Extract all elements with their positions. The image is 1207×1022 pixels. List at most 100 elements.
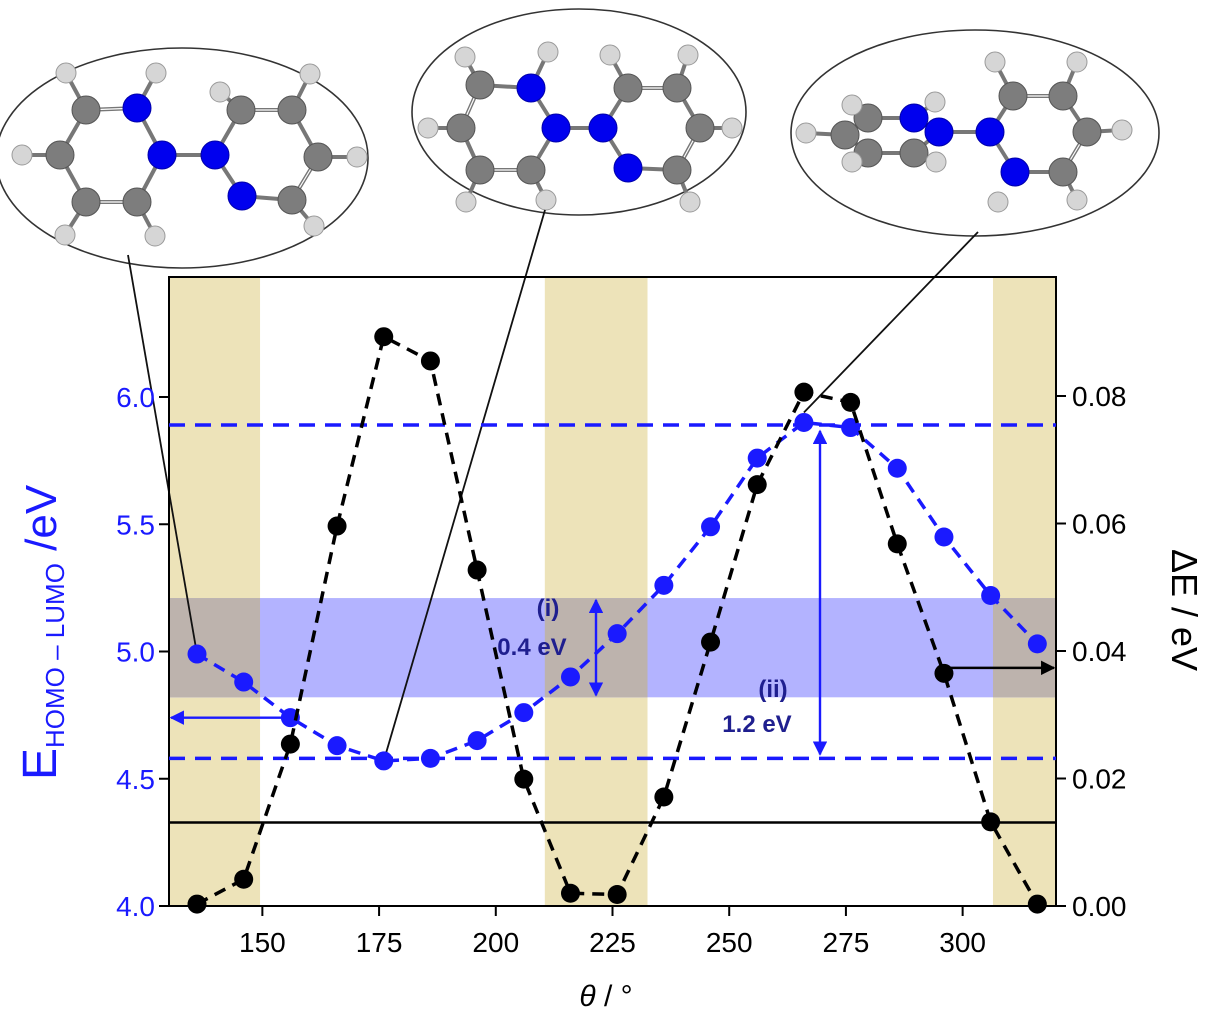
hydrogen-atom <box>417 117 439 139</box>
x-axis-symbol: θ <box>579 980 596 1013</box>
hydrogen-atom <box>677 44 699 66</box>
carbon-atom <box>662 155 692 185</box>
annotation-layer: (i) 0.4 eV (ii) 1.2 eV <box>169 429 1056 756</box>
hydrogen-atom <box>299 63 321 85</box>
carbon-atom <box>446 113 476 143</box>
data-point-right <box>887 534 907 554</box>
hydrogen-atom <box>924 91 946 113</box>
left-tick-label: 4.5 <box>116 764 155 795</box>
hydrogen-atom <box>599 44 621 66</box>
carbon-atom <box>226 95 256 125</box>
data-point-left <box>234 672 254 692</box>
data-point-right <box>514 769 534 789</box>
x-tick-label: 150 <box>239 927 286 958</box>
data-point-left <box>467 731 487 751</box>
hydrogen-atom <box>1111 119 1133 141</box>
carbon-atom <box>303 142 333 172</box>
data-point-left <box>327 736 347 756</box>
undefined <box>790 29 1160 237</box>
carbon-atom <box>1072 117 1102 147</box>
hydrogen-atom <box>679 191 701 213</box>
data-point-left <box>841 418 861 438</box>
right-axis-label: ΔE / eV <box>1164 549 1205 671</box>
undefined <box>411 8 747 216</box>
hydrogen-atom <box>144 225 166 247</box>
carbon-atom <box>277 95 307 125</box>
carbon-atom <box>899 138 929 168</box>
hydrogen-atom <box>209 81 231 103</box>
molecule-insets <box>0 8 1160 762</box>
nitrogen-atom <box>516 73 546 103</box>
hydrogen-atom <box>346 146 368 168</box>
right-tick-label: 0.08 <box>1072 381 1127 412</box>
x-tick-label: 275 <box>823 927 870 958</box>
hydrogen-atom <box>145 62 167 84</box>
series-layer <box>187 327 1047 914</box>
data-point-left <box>654 575 674 595</box>
data-point-right <box>841 392 861 412</box>
hydrogen-atom <box>1066 51 1088 73</box>
left-axis-unit: /eV <box>17 484 66 563</box>
hydrogen-atom <box>925 151 947 173</box>
x-axis-unit: / ° <box>596 980 633 1013</box>
x-tick-label: 250 <box>706 927 753 958</box>
data-point-right <box>234 869 254 889</box>
data-point-right <box>560 883 580 903</box>
data-point-left <box>374 751 394 771</box>
data-point-right <box>934 663 954 683</box>
hydrogen-atom <box>54 224 76 246</box>
shaded-region <box>169 277 261 906</box>
carbon-atom <box>613 73 643 103</box>
band-overlap <box>992 598 1056 698</box>
undefined <box>0 47 369 269</box>
carbon-atom <box>71 187 101 217</box>
x-tick-label: 200 <box>472 927 519 958</box>
hydrogen-atom <box>721 117 743 139</box>
background-layer <box>169 277 1056 906</box>
nitrogen-atom <box>975 117 1005 147</box>
carbon-atom <box>465 155 495 185</box>
carbon-atom <box>998 81 1028 111</box>
hydrogen-atom <box>987 191 1009 213</box>
data-point-left <box>934 527 954 547</box>
data-point-left <box>747 448 767 468</box>
annotation-i-label: (i) <box>537 595 560 622</box>
hydrogen-atom <box>454 46 476 68</box>
hydrogen-atom <box>795 122 817 144</box>
carbon-atom <box>516 155 546 185</box>
data-point-left <box>514 703 534 723</box>
data-point-left <box>981 586 1001 606</box>
left-tick-label: 5.5 <box>116 509 155 540</box>
nitrogen-atom <box>122 93 152 123</box>
leader-line <box>382 209 546 762</box>
left-tick-label: 4.0 <box>116 891 155 922</box>
hydrogen-atom <box>535 189 557 211</box>
data-point-right <box>280 734 300 754</box>
hydrogen-atom <box>455 191 477 213</box>
data-point-right <box>374 327 394 347</box>
data-point-right <box>747 475 767 495</box>
data-point-right <box>187 894 207 914</box>
data-point-right <box>1027 894 1047 914</box>
right-tick-label: 0.04 <box>1072 636 1127 667</box>
nitrogen-atom <box>588 113 618 143</box>
nitrogen-atom <box>1000 157 1030 187</box>
left-tick-label: 6.0 <box>116 382 155 413</box>
x-tick-label: 225 <box>589 927 636 958</box>
nitrogen-atom <box>924 117 954 147</box>
hydrogen-atom <box>984 51 1006 73</box>
hydrogen-atom <box>11 144 33 166</box>
hydrogen-atom <box>841 94 863 116</box>
inset-ellipse <box>411 8 747 216</box>
hydrogen-atom <box>537 41 559 63</box>
shaded-region <box>992 277 1056 906</box>
annotation-ii-value: 1.2 eV <box>722 711 791 738</box>
x-axis-label: θ / ° <box>579 980 632 1013</box>
carbon-atom <box>122 187 152 217</box>
right-tick-label: 0.02 <box>1072 764 1127 795</box>
carbon-atom <box>662 73 692 103</box>
annotation-ii-label: (ii) <box>758 676 787 703</box>
right-tick-label: 0.06 <box>1072 509 1127 540</box>
